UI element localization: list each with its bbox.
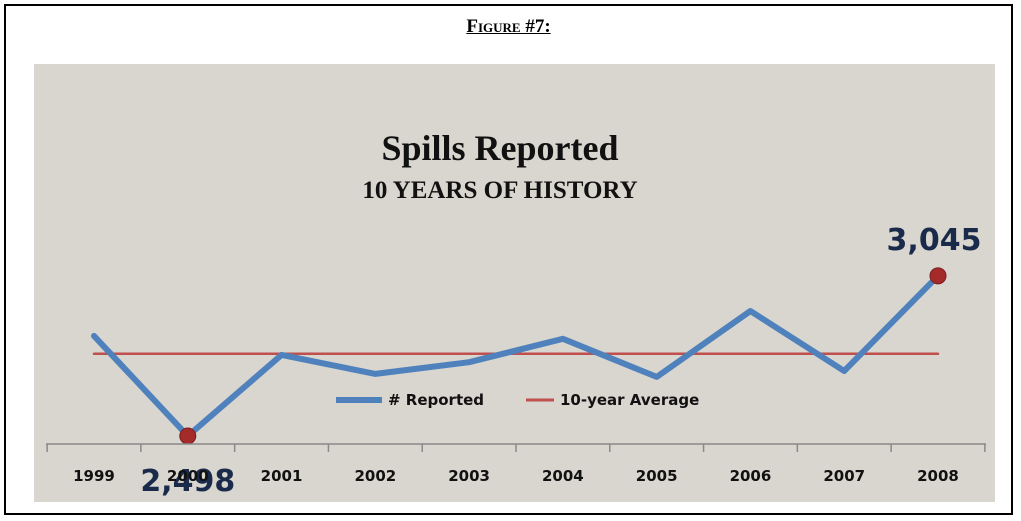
chart-subtitle: 10 YEARS OF HISTORY	[362, 177, 637, 204]
annotation-label-2008: 3,045	[887, 223, 982, 258]
series-line-reported	[91, 272, 941, 439]
annotation-label-2000: 2,498	[140, 464, 235, 499]
x-axis: 1999 2000 2001 2002 2003 2004 2005 2006 2007 2008	[46, 443, 986, 485]
x-tick-label-2005: 2005	[636, 467, 678, 485]
x-tick-label-1999: 1999	[73, 467, 115, 485]
x-tick-label-2000: 2000	[167, 467, 209, 485]
line-chart: Spills Reported 10 YEARS OF HISTORY 2,49…	[46, 128, 986, 499]
x-tick-label-2003: 2003	[448, 467, 490, 485]
legend: # Reported 10-year Average	[336, 391, 699, 409]
figure-label: Figure #7:	[466, 16, 551, 37]
figure-frame: Figure #7: Spills Reported 10 YEARS OF H…	[4, 4, 1013, 515]
x-tick-label-2001: 2001	[261, 467, 303, 485]
plot-layer: 2,498 3,045	[91, 223, 982, 499]
x-tick-label-2008: 2008	[917, 467, 959, 485]
x-tick-label-2006: 2006	[730, 467, 772, 485]
x-tick-label-2002: 2002	[354, 467, 396, 485]
highlight-marker-2008	[929, 267, 947, 285]
highlight-marker-2000	[179, 427, 197, 445]
chart-title: Spills Reported	[381, 128, 618, 168]
chart-area: Spills Reported 10 YEARS OF HISTORY 2,49…	[34, 64, 995, 502]
legend-label-reported: # Reported	[388, 391, 484, 409]
x-tick-label-2004: 2004	[542, 467, 584, 485]
legend-label-average: 10-year Average	[560, 391, 699, 409]
x-tick-label-2007: 2007	[823, 467, 865, 485]
